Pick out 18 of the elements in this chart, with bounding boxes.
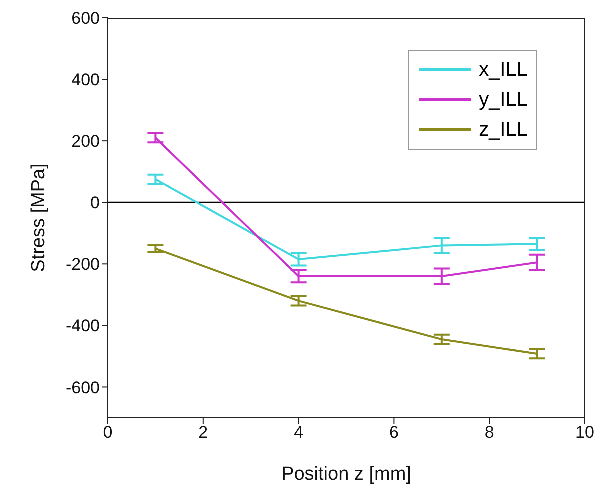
legend-label: y_ILL [479, 88, 528, 113]
y-tick-label: -200 [66, 255, 100, 274]
y-tick-label: 0 [90, 194, 100, 213]
y-axis-title: Stress [MPa] [28, 164, 50, 272]
x-tick-label: 8 [484, 423, 494, 442]
y-tick-label: 600 [72, 9, 100, 28]
x-tick-label: 6 [389, 423, 399, 442]
x-tick-label: 0 [103, 423, 113, 442]
y-tick-label: 200 [72, 132, 100, 152]
y-tick-label: -400 [66, 316, 100, 336]
x-tick-label: 4 [294, 423, 304, 442]
legend-label: z_ILL [479, 118, 528, 143]
x-tick-label: 10 [576, 423, 594, 442]
legend-label: x_ILL [479, 58, 528, 83]
x-tick-label: 2 [198, 423, 208, 442]
x-axis-title: Position z [mm] [282, 464, 412, 485]
y-tick-label: 400 [72, 70, 100, 90]
y-tick-label: -600 [66, 378, 100, 398]
